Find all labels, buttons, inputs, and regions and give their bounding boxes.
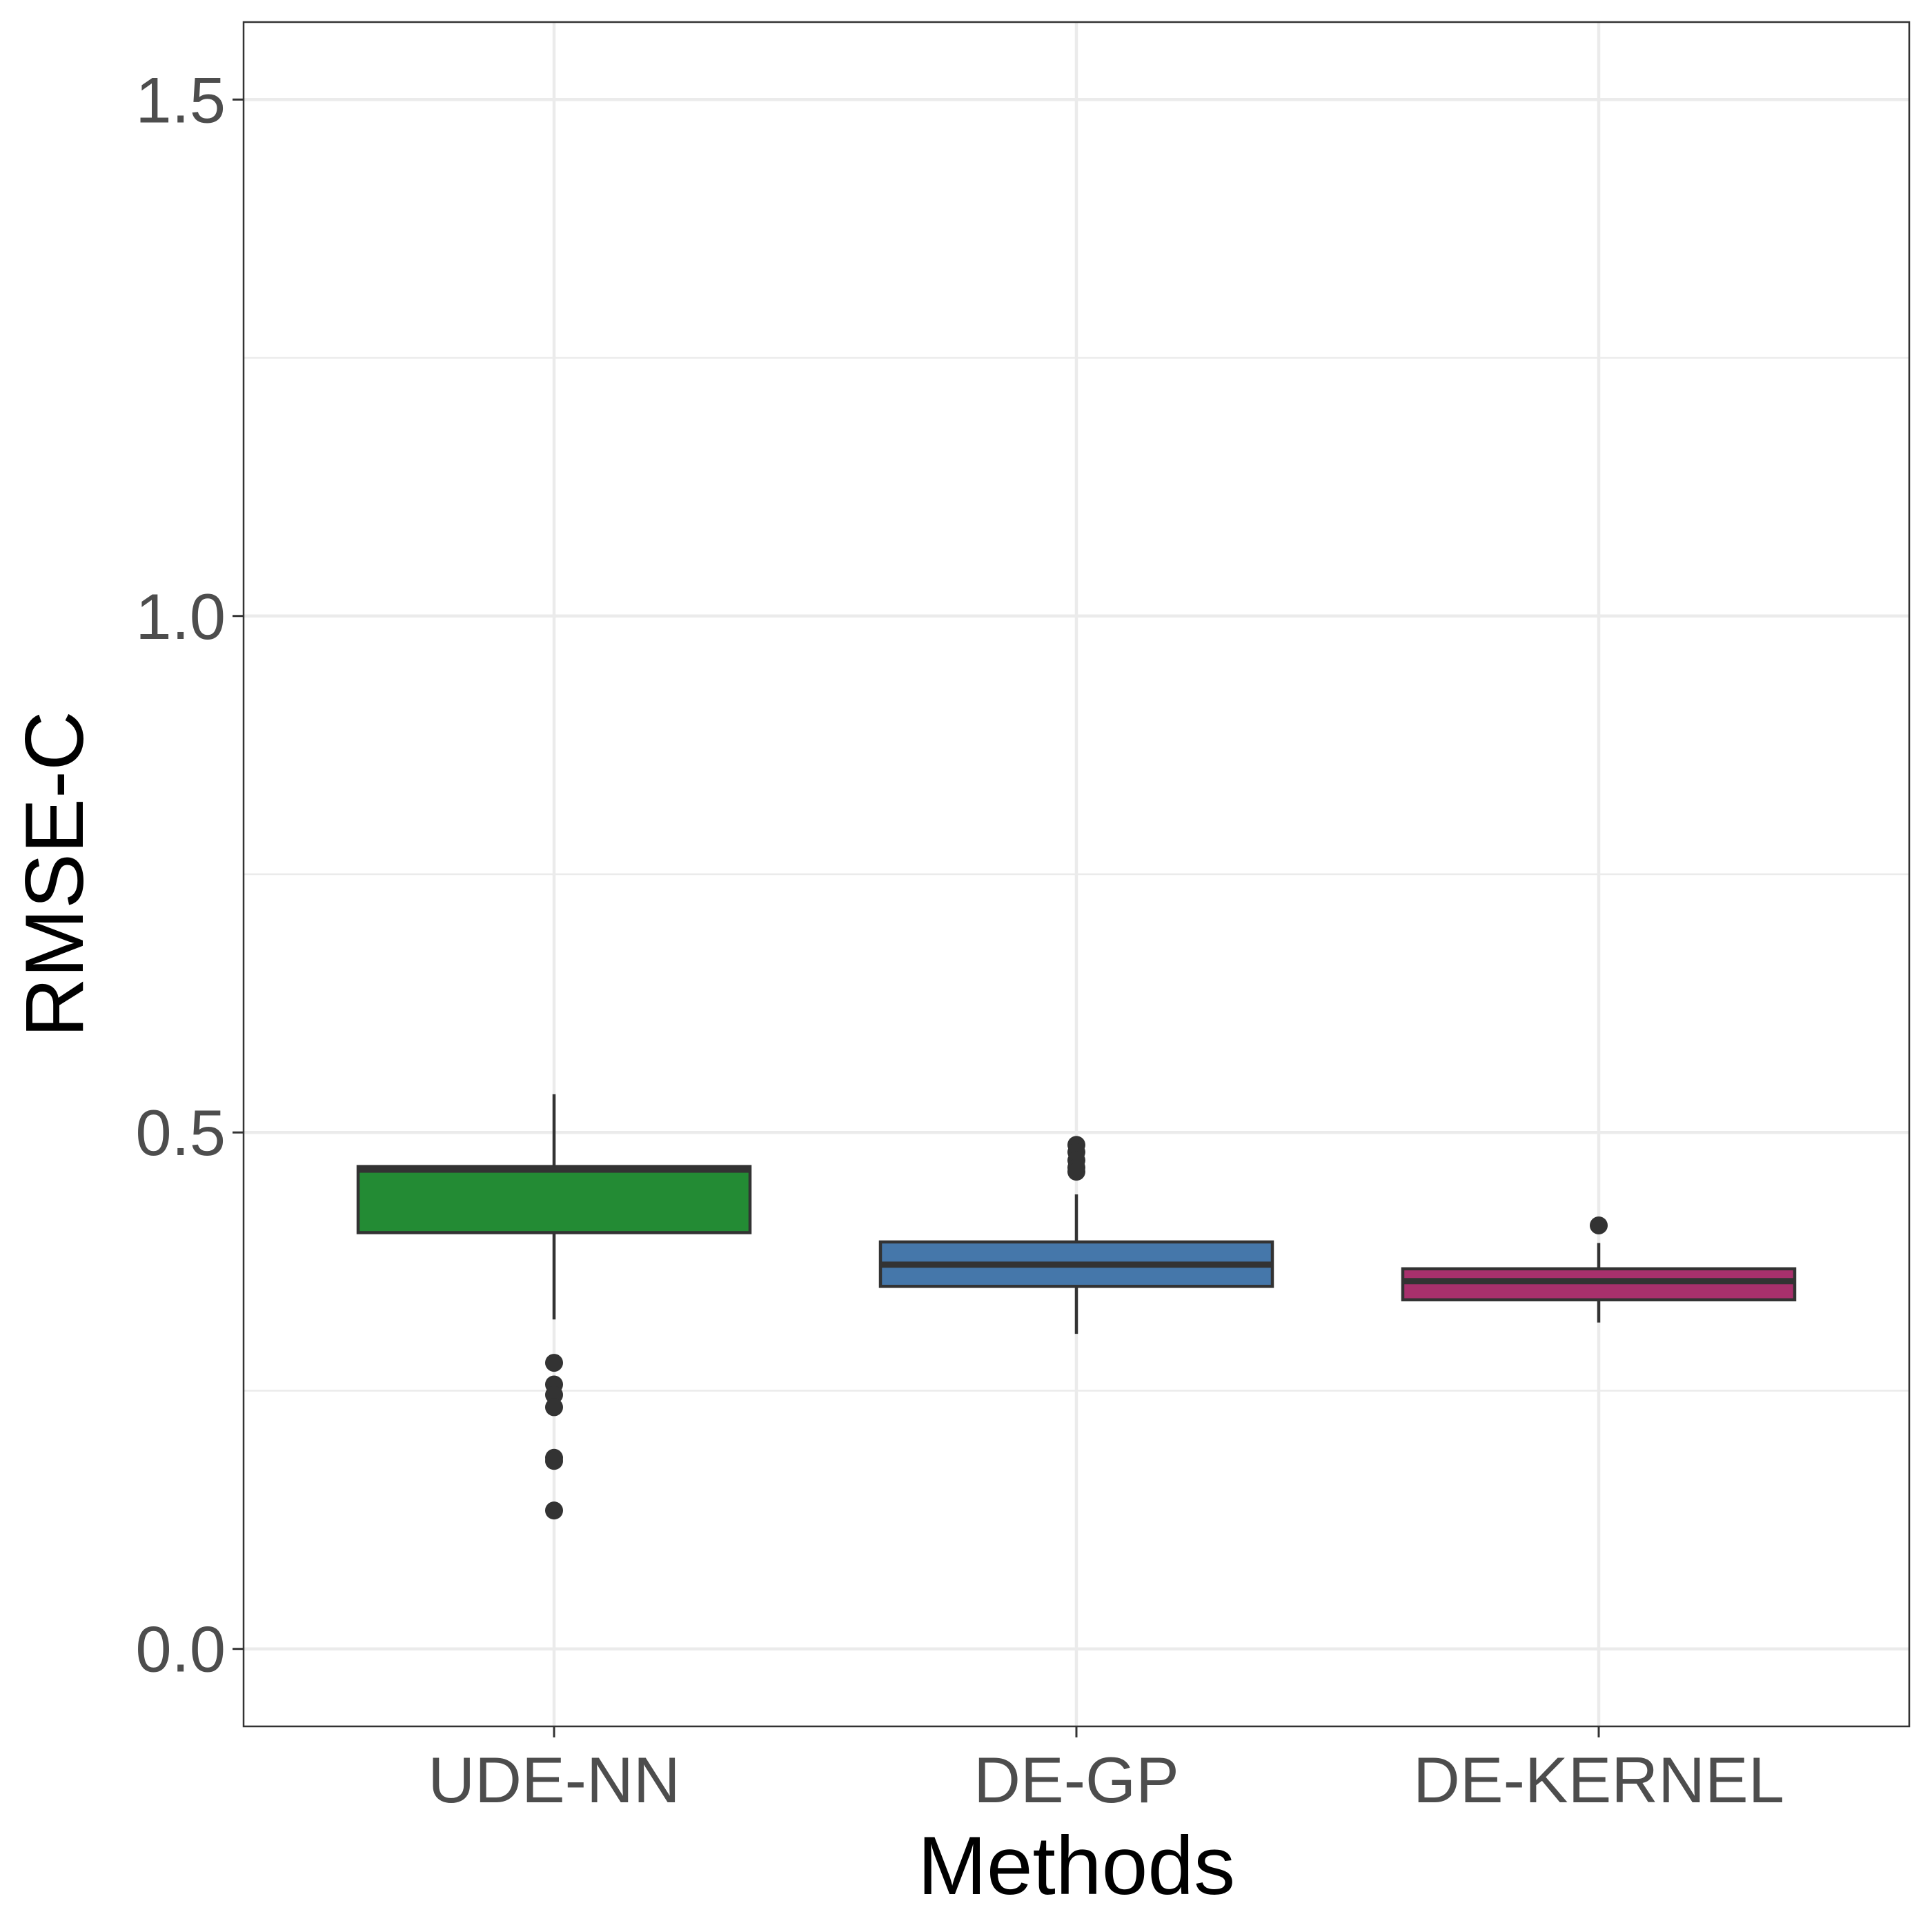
- outlier-point: [545, 1386, 563, 1404]
- y-axis-title: RMSE-C: [8, 711, 101, 1037]
- y-tick-label: 0.0: [135, 1613, 226, 1686]
- outlier-point: [545, 1452, 563, 1470]
- gridlines: [244, 22, 1909, 1726]
- y-tick-label: 1.0: [135, 580, 226, 653]
- x-tick-label: DE-KERNEL: [1413, 1744, 1784, 1816]
- boxes: [356, 1094, 1797, 1520]
- outlier-point: [1067, 1163, 1085, 1181]
- x-tick-label: UDE-NN: [428, 1744, 680, 1816]
- outlier-point: [1590, 1216, 1608, 1234]
- box-ude-nn: [356, 1094, 752, 1520]
- box-body: [356, 1165, 752, 1234]
- y-tick-label: 1.5: [135, 63, 226, 136]
- outlier-point: [545, 1501, 563, 1520]
- box-de-gp: [878, 1136, 1274, 1334]
- y-tick-label: 0.5: [135, 1096, 226, 1169]
- x-axis-title: Methods: [918, 1820, 1235, 1912]
- outlier-point: [545, 1354, 563, 1372]
- x-tick-label: DE-GP: [974, 1744, 1179, 1816]
- outlier-point: [545, 1398, 563, 1417]
- box-de-kernel: [1401, 1216, 1797, 1323]
- axes: 0.0 0.5 1.0 1.5 UDE-NN DE-GP DE-KERNEL: [135, 63, 1784, 1816]
